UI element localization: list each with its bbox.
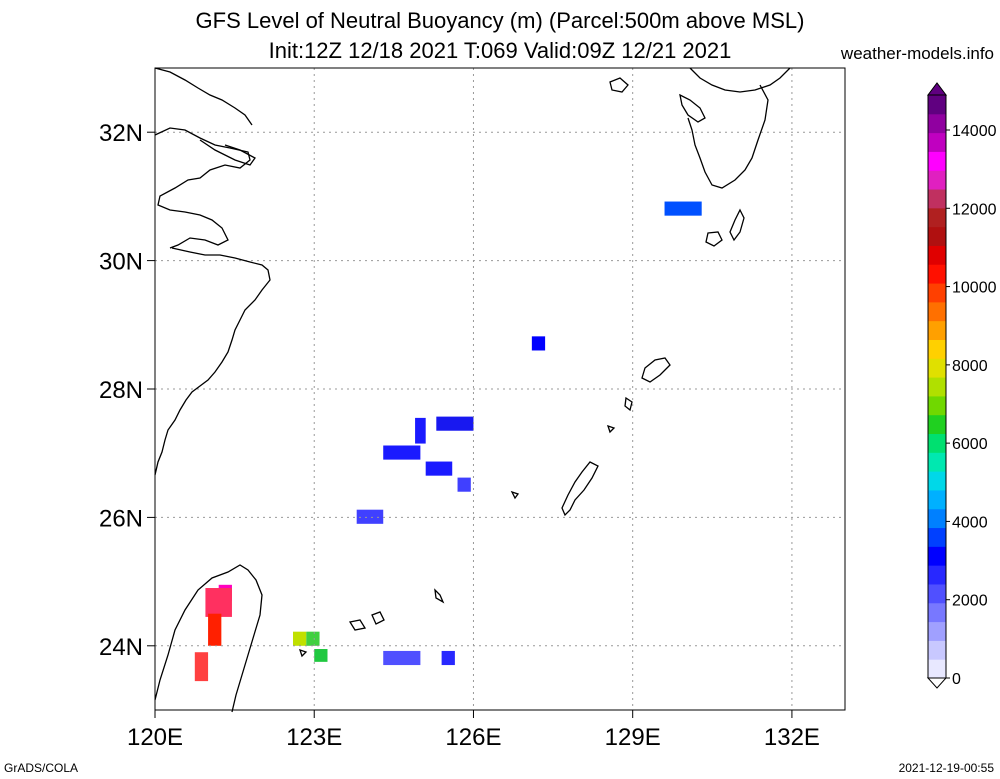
colorbar-swatch	[928, 245, 946, 265]
colorbar-swatch	[928, 621, 946, 641]
lon-label: 132E	[764, 724, 820, 751]
chart-title-line2: Init:12Z 12/18 2021 T:069 Valid:09Z 12/2…	[268, 38, 732, 63]
colorbar-swatch	[928, 264, 946, 284]
colorbar-top-arrow	[927, 82, 947, 96]
grid-lines	[155, 68, 845, 710]
colorbar-swatch	[928, 283, 946, 303]
island-okinawa	[561, 461, 599, 517]
coastline-china-north	[154, 67, 253, 126]
colorbar-label: 8000	[952, 358, 988, 375]
colorbar-swatch	[928, 602, 946, 623]
island-yonaguni	[298, 648, 308, 658]
colorbar-swatch	[928, 659, 946, 679]
site-label: weather-models.info	[840, 44, 994, 63]
buoyancy-cell	[208, 613, 222, 646]
colorbar-swatch	[928, 395, 946, 416]
coastline-taiwan	[154, 564, 263, 713]
lon-label: 126E	[445, 724, 501, 751]
footer-right: 2021-12-19-00:55	[898, 761, 994, 775]
lon-label: 129E	[605, 724, 661, 751]
colorbar-swatch	[928, 583, 946, 604]
coastline-china-2	[154, 247, 271, 476]
colorbar-label: 4000	[952, 514, 988, 531]
buoyancy-cell	[194, 652, 209, 682]
buoyancy-cell	[664, 201, 702, 216]
colorbar-swatch	[928, 151, 946, 171]
colorbar-swatch	[928, 433, 946, 453]
island-small-2	[606, 424, 616, 434]
colorbar-label: 12000	[952, 201, 997, 218]
colorbar-swatch	[928, 189, 946, 209]
buoyancy-cell	[314, 649, 328, 662]
colorbar-swatch	[928, 132, 946, 152]
colorbar-swatch	[928, 452, 946, 472]
colorbar-label: 10000	[952, 280, 997, 297]
colorbar-swatch	[928, 508, 946, 529]
buoyancy-cell	[205, 588, 232, 617]
colorbar-swatch	[928, 226, 946, 246]
colorbar-swatch	[928, 565, 946, 585]
lon-label: 120E	[127, 724, 183, 751]
coastlines	[154, 67, 791, 713]
colorbar-swatch	[928, 301, 946, 322]
colorbar-label: 14000	[952, 123, 997, 140]
colorbar-swatch	[928, 377, 946, 397]
lat-label: 24N	[99, 634, 143, 661]
colorbar: 14000 12000 10000 8000 6000 4000 2000 0	[926, 82, 997, 689]
colorbar-swatch	[928, 95, 946, 115]
lon-label: 123E	[286, 724, 342, 751]
colorbar-label: 2000	[952, 593, 988, 610]
buoyancy-cell	[436, 416, 474, 431]
buoyancy-cell	[531, 336, 546, 351]
island-ishigaki	[348, 611, 385, 631]
buoyancy-cell	[415, 417, 426, 444]
colorbar-swatch	[928, 358, 946, 378]
lat-label: 30N	[99, 249, 143, 276]
coastline-japan-kyushu-south	[687, 84, 769, 189]
coastline-japan-kyushu	[689, 67, 791, 93]
buoyancy-cell	[293, 631, 307, 646]
coastline-japan-west	[679, 93, 706, 123]
footer-left: GrADS/COLA	[4, 761, 79, 775]
lat-label: 26N	[99, 505, 143, 532]
colorbar-swatch	[928, 339, 946, 359]
colorbar-swatch	[928, 640, 946, 660]
coastline-korea-islands	[609, 77, 629, 93]
island-kume	[510, 490, 520, 500]
buoyancy-cell	[457, 477, 471, 492]
colorbar-swatch	[928, 527, 946, 547]
colorbar-bottom-arrow	[926, 677, 948, 689]
colorbar-swatch	[928, 207, 946, 228]
buoyancy-cell	[383, 445, 421, 460]
island-tanegashima	[729, 208, 745, 242]
island-miyako	[434, 588, 445, 604]
buoyancy-cell	[383, 650, 421, 666]
buoyancy-layer	[194, 201, 702, 682]
colorbar-swatch	[928, 113, 946, 134]
buoyancy-cell	[306, 631, 320, 646]
axis-ticks: 120E 123E 126E 129E 132E 32N 30N 28N 26N 24N	[99, 120, 820, 751]
buoyancy-cell	[425, 461, 453, 476]
colorbar-swatch	[928, 489, 946, 510]
buoyancy-cell	[356, 509, 384, 524]
island-yakushima	[705, 231, 723, 247]
buoyancy-cell	[441, 650, 455, 666]
lat-label: 28N	[99, 377, 143, 404]
colorbar-swatch	[928, 320, 946, 340]
colorbar-swatch	[928, 471, 946, 491]
colorbar-label: 6000	[952, 436, 988, 453]
island-amami	[641, 357, 671, 383]
colorbar-swatch	[928, 170, 946, 190]
island-small-1	[624, 396, 633, 412]
chart-title-line1: GFS Level of Neutral Buoyancy (m) (Parce…	[195, 8, 805, 33]
colorbar-swatch	[928, 414, 946, 435]
colorbar-label: 0	[952, 671, 961, 688]
lat-label: 32N	[99, 120, 143, 147]
yangtze-estuary	[199, 139, 256, 166]
coastline-china	[154, 127, 251, 249]
colorbar-swatch	[928, 546, 946, 566]
